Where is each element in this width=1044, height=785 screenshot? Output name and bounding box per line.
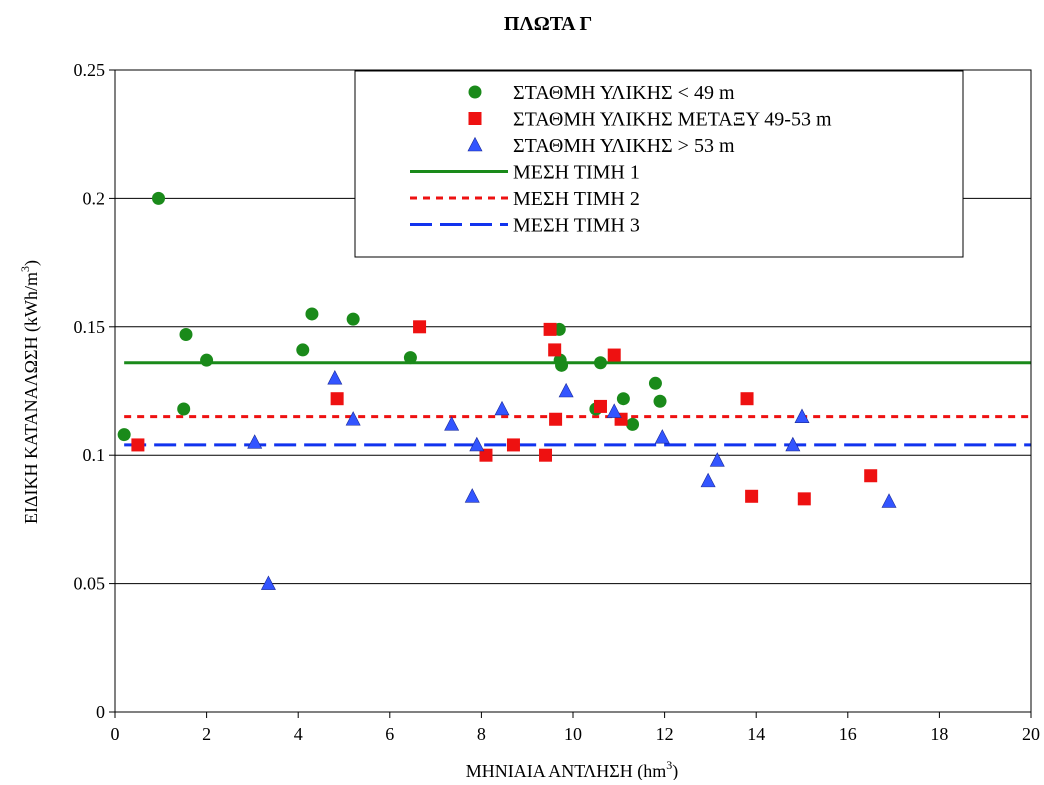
legend-entry-label: ΣΤΑΘΜΗ ΥΛΙΚΗΣ ΜΕΤΑΞΥ 49-53 m: [513, 109, 832, 131]
data-point-triangle: [794, 408, 810, 423]
data-point-square: [797, 492, 811, 506]
y-axis-label: ΕΙΔΙΚΗ ΚΑΤΑΝΑΛΩΣΗ (kWh/m3): [18, 260, 42, 524]
y-tick-label: 0.1: [83, 445, 106, 465]
legend: ΣΤΑΘΜΗ ΥΛΙΚΗΣ < 49 m ΣΤΑΘΜΗ ΥΛΙΚΗΣ ΜΕΤΑΞΥ…: [354, 70, 964, 258]
data-point-triangle: [785, 436, 801, 452]
legend-marker-triangle: [467, 136, 483, 152]
data-point-square: [593, 399, 607, 413]
data-point-triangle: [709, 452, 725, 467]
data-point-square: [479, 448, 493, 462]
x-tick-label: 12: [656, 724, 674, 744]
x-tick-label: 2: [202, 724, 211, 744]
y-tick-label: 0.25: [74, 60, 106, 80]
data-point-triangle: [327, 370, 343, 385]
legend-entry-label: ΣΤΑΘΜΗ ΥΛΙΚΗΣ < 49 m: [513, 82, 735, 104]
legend-entry-label: ΣΤΑΘΜΗ ΥΛΙΚΗΣ > 53 m: [513, 135, 735, 157]
data-point-circle: [616, 392, 630, 406]
data-point-square: [864, 469, 878, 483]
data-point-square: [539, 448, 553, 462]
legend-entry-label: ΜΕΣΗ ΤΙΜΗ 3: [513, 215, 640, 237]
x-tick-label: 8: [477, 724, 486, 744]
data-point-circle: [177, 402, 191, 416]
data-point-triangle: [469, 436, 485, 452]
data-point-circle: [179, 328, 193, 342]
x-tick-label: 14: [747, 724, 765, 744]
y-tick-label: 0: [96, 702, 105, 722]
data-point-triangle: [654, 429, 670, 444]
x-tick-label: 18: [930, 724, 948, 744]
x-tick-label: 10: [564, 724, 582, 744]
y-tick-label: 0.05: [74, 574, 106, 594]
data-point-circle: [152, 191, 166, 205]
data-point-square: [506, 438, 520, 452]
data-point-circle: [305, 307, 319, 321]
data-point-circle: [403, 351, 417, 365]
data-point-circle: [200, 353, 214, 367]
x-tick-label: 16: [839, 724, 857, 744]
axis-ticks: 0 0.05 0.1 0.15 0.2 0.25 0 2 4 6 8 10 12 14 16 18 20: [74, 60, 1041, 744]
legend-entry-label: ΜΕΣΗ ΤΙΜΗ 1: [513, 162, 640, 184]
data-point-square: [548, 343, 562, 357]
mean-lines: [124, 361, 1031, 447]
y-tick-label: 0.2: [83, 188, 106, 208]
x-axis-label: ΜΗΝΙΑΙΑ ΑΝΤΛΗΣΗ (hm3): [466, 758, 679, 780]
y-tick-label: 0.15: [74, 317, 106, 337]
data-point-square: [543, 322, 557, 336]
data-point-circle: [626, 417, 640, 431]
data-point-circle: [653, 394, 667, 408]
legend-marker-square: [468, 112, 482, 125]
data-point-triangle: [606, 403, 622, 418]
x-tick-label: 4: [294, 724, 303, 744]
data-point-triangle: [444, 416, 460, 431]
data-point-square: [740, 392, 754, 406]
data-point-triangle: [260, 575, 276, 590]
x-tick-label: 6: [385, 724, 394, 744]
data-point-circle: [555, 358, 569, 372]
data-point-square: [330, 392, 344, 406]
data-point-triangle: [464, 488, 480, 503]
data-point-square: [607, 348, 621, 362]
legend-entry-label: ΜΕΣΗ ΤΙΜΗ 2: [513, 188, 640, 210]
chart-title: ΠΛΩΤΑ Γ: [504, 13, 592, 35]
data-point-circle: [296, 343, 310, 357]
x-tick-label: 0: [111, 724, 120, 744]
data-point-circle: [593, 356, 607, 370]
data-point-triangle: [558, 382, 574, 398]
data-point-circle: [117, 428, 131, 442]
data-points: [117, 191, 897, 590]
data-point-square: [745, 489, 759, 503]
data-point-circle: [346, 312, 360, 326]
data-point-triangle: [247, 434, 263, 449]
data-point-triangle: [700, 472, 716, 488]
x-tick-label: 20: [1022, 724, 1040, 744]
data-point-square: [131, 438, 145, 452]
data-point-triangle: [494, 400, 510, 416]
data-point-triangle: [881, 493, 897, 508]
data-point-square: [549, 412, 563, 426]
data-point-triangle: [345, 411, 361, 426]
data-point-circle: [648, 376, 662, 390]
data-point-square: [413, 320, 427, 334]
legend-marker-circle: [468, 85, 482, 99]
